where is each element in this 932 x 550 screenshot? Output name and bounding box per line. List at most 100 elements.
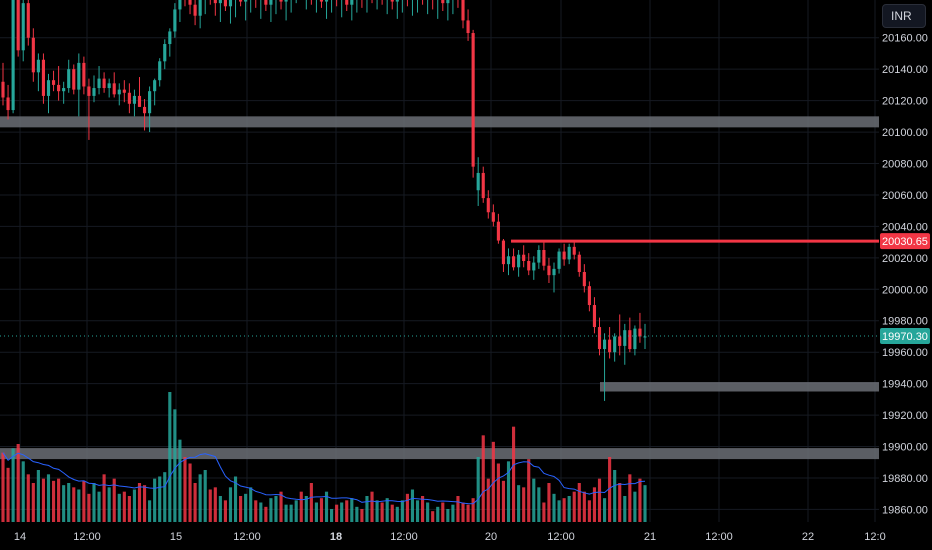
volume-bar [127,496,131,522]
volume-bar [324,491,329,522]
candle-body [350,0,354,5]
time-tick-label: 12:00 [390,531,418,543]
volume-bar [360,509,364,522]
volume-bar [16,444,20,522]
time-tick-label: 15 [170,531,182,543]
candle-body [117,89,121,95]
candle-body [57,84,61,92]
volume-bar [476,457,480,522]
volume-bar [314,502,318,522]
volume-bar [602,498,607,522]
candle-body [486,198,490,213]
volume-bar [102,474,106,522]
volume-bar [405,493,409,522]
volume-bar [178,439,182,522]
volume-bar [410,489,415,522]
volume-bar [643,485,647,522]
time-tick-label: 14 [14,531,26,543]
candle-body [153,80,157,92]
time-tick-label: 12:0 [864,531,885,543]
candle-body [496,221,500,241]
volume-bar [608,457,612,522]
volume-bar [26,474,30,522]
candle-body [198,0,202,16]
candle-body [148,91,152,114]
currency-button[interactable]: INR [882,4,926,28]
zone-resistance [0,116,879,128]
candle-body [618,336,622,346]
volume-bar [572,491,576,522]
volume-bar [461,502,465,522]
zone-support [600,382,879,392]
time-tick-label: 12:00 [73,531,101,543]
price-tick-label: 20020.00 [882,253,928,265]
price-tick-label: 19900.00 [882,442,928,454]
candle-body [178,0,182,10]
current-price-badge: 19970.30 [880,327,930,344]
candle-body [324,0,329,2]
volume-bar [375,500,379,522]
volume-bar [471,498,475,522]
candle-body [122,89,126,93]
volume-bar [527,459,531,522]
time-tick-label: 22 [802,531,814,543]
candle-body [173,9,177,32]
candle-body [532,262,536,271]
candle-body [218,0,222,4]
volume-bar [223,500,227,522]
candle-body [638,328,642,337]
volume-bar [415,500,420,522]
time-tick-label: 12:00 [547,531,575,543]
price-tick-label: 20080.00 [882,159,928,171]
candle-body [36,59,40,73]
volume-bar [582,491,586,522]
price-tick-label: 20120.00 [882,96,928,108]
volume-bar [330,509,334,522]
volume-bar [244,493,248,522]
candle-body [228,0,233,7]
volume-bar [183,457,187,522]
candle-body [279,0,283,2]
zone-lower [0,448,879,460]
volume-bar [289,504,293,522]
volume-bar [501,480,506,522]
volume-bar [522,487,526,522]
volume-bar [112,478,116,522]
volume-bar [132,489,137,522]
candle-body [319,0,324,2]
volume-bar [511,426,516,522]
candle-body [244,0,248,2]
volume-bar [173,409,177,522]
candle-body [127,92,131,104]
volume-bar [451,504,455,522]
candle-body [597,327,602,350]
candle-body [446,0,450,4]
candle-body [547,265,551,276]
volume-bar [319,498,324,522]
candle-body [6,97,10,111]
volume-bar [41,478,46,522]
price-axis[interactable]: 20160.00 20140.00 20120.00 20100.00 20080.00… [882,33,928,517]
candle-body [16,0,20,51]
candle-body [441,0,445,4]
candle-body [77,62,81,90]
volume-bar [72,487,76,522]
candle-body [102,78,106,89]
candle-body [87,86,91,96]
candle-body [1,81,5,98]
time-axis[interactable]: 14 12:00 15 12:00 18 12:00 20 12:00 21 12:00 22 12:… [14,531,886,543]
volume-bar [87,493,91,522]
candle-body [517,254,521,268]
price-tick-label: 20160.00 [882,33,928,45]
price-tick-label: 19920.00 [882,410,928,422]
candle-body [67,69,71,89]
volume-bar [77,489,81,522]
candle-body [501,240,506,265]
volume-bar [51,480,56,522]
candle-body [188,0,192,5]
volume-bar [259,502,263,522]
level-price-label: 20030.65 [882,236,928,248]
volume-bar [218,496,222,522]
candle-body [572,246,576,255]
